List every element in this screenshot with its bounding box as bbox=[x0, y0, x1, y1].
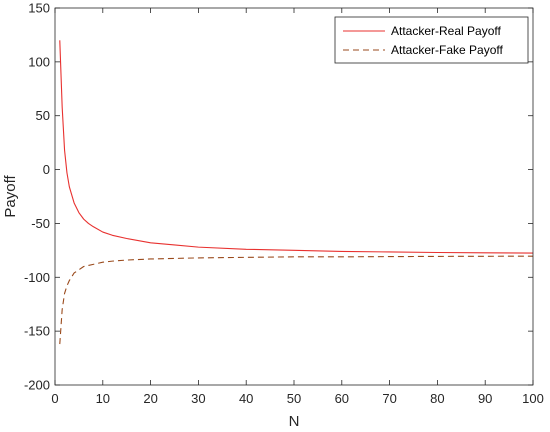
y-axis-label: Payoff bbox=[2, 175, 19, 218]
plot-background bbox=[55, 8, 533, 385]
x-tick-label: 80 bbox=[430, 391, 444, 406]
y-tick-label: -150 bbox=[24, 324, 50, 339]
x-tick-label: 50 bbox=[287, 391, 301, 406]
x-tick-label: 100 bbox=[522, 391, 544, 406]
y-tick-label: 0 bbox=[43, 162, 50, 177]
plot-area bbox=[55, 8, 533, 385]
legend-box bbox=[334, 16, 529, 64]
series-layer bbox=[59, 40, 534, 345]
ticks: 0 10 20 30 40 50 60 70 80 90 100 -200 -150 -100 -50 0 50… bbox=[24, 1, 544, 407]
x-tick-label: 20 bbox=[143, 391, 157, 406]
x-tick-label: 40 bbox=[239, 391, 253, 406]
series-line-2 bbox=[59, 255, 534, 345]
x-axis-label: N bbox=[289, 413, 300, 430]
y-tick-label: 50 bbox=[36, 108, 50, 123]
legend-label-2: Attacker-Fake Payoff bbox=[391, 43, 503, 57]
legend: Attacker-Real Payoff Attacker-Fake Payoff bbox=[334, 16, 529, 64]
series-line-1 bbox=[59, 40, 534, 254]
x-tick-label: 60 bbox=[335, 391, 349, 406]
x-tick-label: 10 bbox=[96, 391, 110, 406]
y-tick-label: -50 bbox=[31, 216, 50, 231]
x-tick-label: 0 bbox=[51, 391, 58, 406]
x-tick-label: 90 bbox=[478, 391, 492, 406]
x-tick-label: 30 bbox=[191, 391, 205, 406]
y-tick-label: 100 bbox=[28, 54, 50, 69]
y-tick-label: -200 bbox=[24, 378, 50, 393]
x-tick-label: 70 bbox=[382, 391, 396, 406]
y-tick-label: 150 bbox=[28, 1, 50, 16]
y-tick-label: -100 bbox=[24, 270, 50, 285]
legend-label-1: Attacker-Real Payoff bbox=[391, 24, 501, 38]
